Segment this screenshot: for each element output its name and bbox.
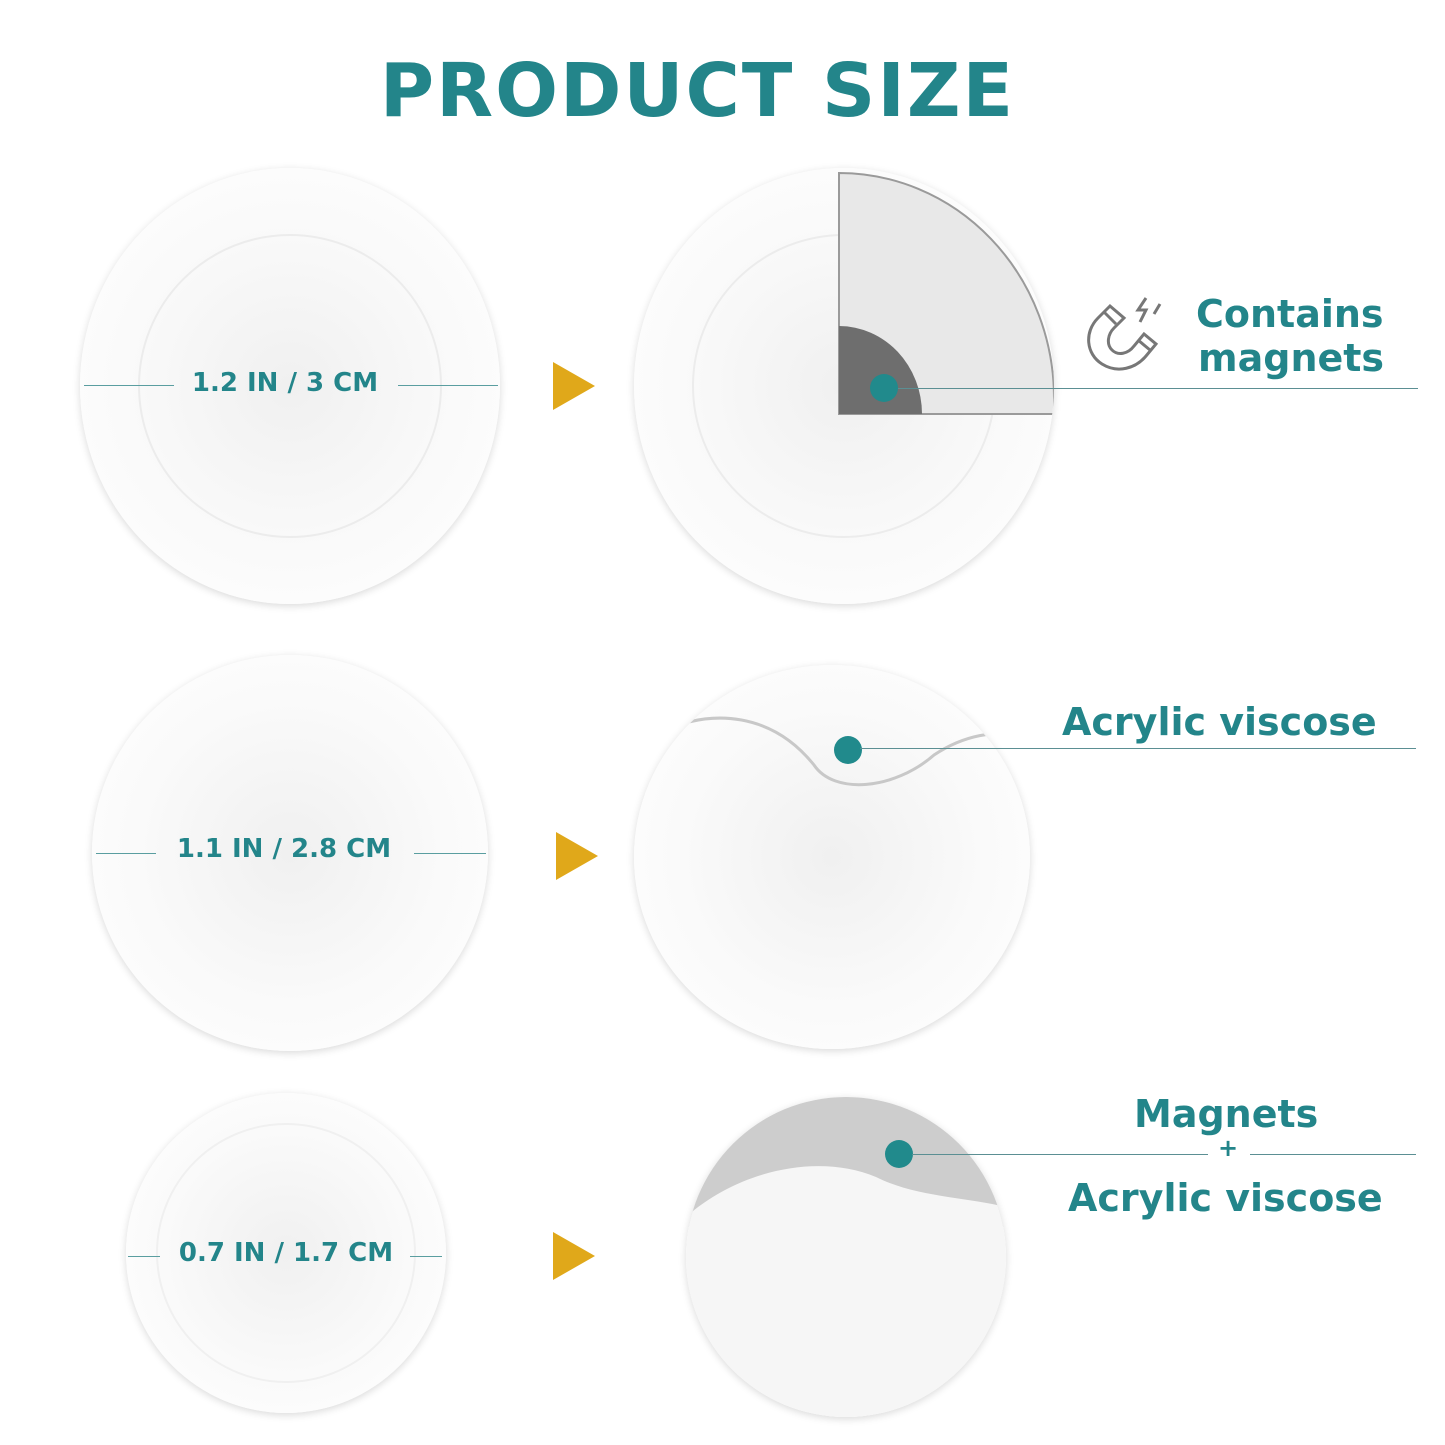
feature-label-magnets: Magnets (1134, 1092, 1319, 1136)
leader-line (898, 388, 1418, 389)
dimension-line (128, 1256, 160, 1257)
product-disc-small-peeled (686, 1097, 1006, 1417)
arrow-icon (553, 1232, 595, 1280)
leader-line (860, 748, 1416, 749)
feature-label-acrylic: Acrylic viscose (1062, 700, 1377, 744)
magnet-marker (870, 374, 898, 402)
feature-label-contains: Contains (1196, 292, 1384, 336)
dimension-line (410, 1256, 442, 1257)
arrow-icon (553, 362, 595, 410)
magnet-icon (1087, 297, 1162, 371)
size-label-medium: 1.1 IN / 2.8 CM (176, 834, 392, 864)
dimension-line (96, 853, 156, 854)
product-disc-small (126, 1093, 446, 1413)
arrow-icon (556, 832, 598, 880)
dimension-line (398, 385, 498, 386)
leader-line (912, 1154, 1208, 1155)
product-disc-medium-peeled (634, 665, 1030, 1049)
product-disc-large-cutaway (634, 168, 1054, 604)
product-disc-large (80, 168, 500, 604)
dimension-line (84, 385, 174, 386)
feature-label-acrylic: Acrylic viscose (1068, 1176, 1383, 1220)
leader-line (1250, 1154, 1416, 1155)
size-label-small: 0.7 IN / 1.7 CM (178, 1238, 394, 1268)
size-label-large: 1.2 IN / 3 CM (191, 368, 379, 398)
dimension-line (414, 853, 486, 854)
plus-sign: + (1218, 1134, 1239, 1162)
combined-marker (885, 1140, 913, 1168)
feature-label-magnets: magnets (1198, 336, 1385, 380)
adhesive-marker (834, 736, 862, 764)
page-title: PRODUCT SIZE (379, 48, 1016, 134)
